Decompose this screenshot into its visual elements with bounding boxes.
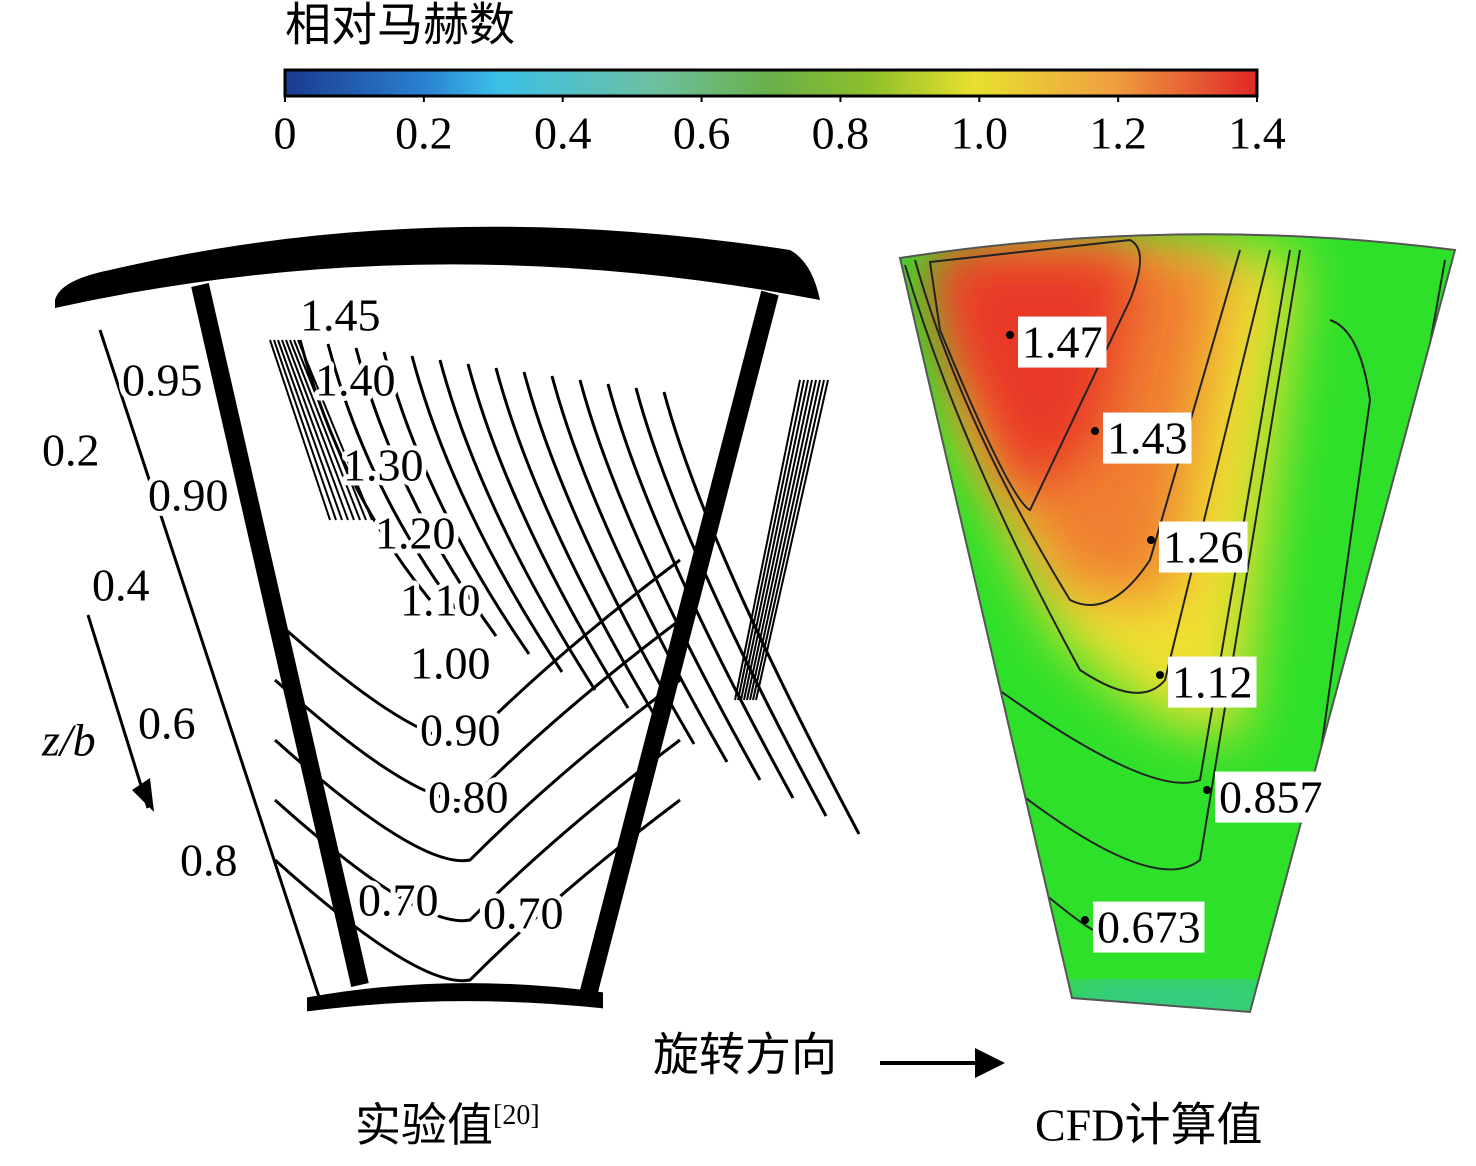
- contour-line: [273, 339, 337, 521]
- contours: [269, 339, 861, 983]
- contour-label: 1.40: [315, 355, 396, 406]
- label-box: [1215, 771, 1327, 823]
- contour-line: [269, 339, 331, 521]
- colorbar-tick-label: 0.2: [395, 108, 453, 159]
- colorbar-tick-label: 1.2: [1089, 108, 1147, 159]
- label-box: [1093, 901, 1205, 953]
- contour-line: [285, 339, 355, 521]
- contour-line: [297, 339, 373, 521]
- contour-point: [1081, 916, 1089, 924]
- contour-label: 1.45: [300, 290, 381, 341]
- contour-line: [438, 359, 597, 691]
- span-label: 0.8: [180, 835, 238, 886]
- edge-line: [98, 329, 322, 1001]
- contour-line: [273, 558, 681, 743]
- contour-line: [578, 379, 762, 781]
- contour-line: [277, 339, 343, 521]
- rotation-label: 旋转方向: [653, 1030, 837, 1081]
- contour-line: [354, 347, 498, 637]
- hub: [307, 983, 603, 1012]
- contour-label: 0.70: [358, 875, 439, 926]
- contour-label: 1.43: [1107, 413, 1188, 464]
- colorbar: [283, 68, 1259, 98]
- colorbar-tick-label: 0.6: [673, 108, 731, 159]
- contour-line: [634, 387, 828, 817]
- contour-line: [273, 618, 681, 803]
- contour-line: [746, 379, 817, 701]
- colorbar-tick-label: 1.4: [1228, 108, 1286, 159]
- contour-label: 1.30: [343, 440, 424, 491]
- contour-point: [1156, 671, 1164, 679]
- span-label: 0.4: [92, 560, 150, 611]
- shroud: [55, 226, 820, 308]
- contour-line: [522, 371, 696, 745]
- contour-point: [1091, 427, 1099, 435]
- contour-label: 1.47: [1022, 317, 1103, 368]
- contour-line: [737, 379, 805, 701]
- contour-point: [1203, 786, 1211, 794]
- contour-label: 1.20: [375, 508, 456, 559]
- contour-label: 1.00: [410, 638, 491, 689]
- label-box: [1103, 412, 1192, 464]
- experiment-panel: [55, 226, 861, 1012]
- contour-line: [466, 363, 630, 709]
- field: [930, 250, 1140, 500]
- contour-label: 1.26: [1163, 522, 1244, 573]
- contour-line: [662, 391, 861, 835]
- contour-point: [1147, 536, 1155, 544]
- contour-line: [326, 343, 465, 619]
- colorbar-tick-label: 0.8: [812, 108, 870, 159]
- colorbar-tick-label: 0: [274, 108, 297, 159]
- contour-line: [752, 379, 825, 701]
- contour-line: [550, 375, 729, 763]
- contour-line: [755, 379, 829, 701]
- colorbar-tick-label: 0.4: [534, 108, 592, 159]
- caption: CFD计算值: [1035, 1100, 1262, 1151]
- contour-line: [273, 738, 681, 923]
- colorbar-title: 相对马赫数: [285, 0, 515, 51]
- contour-label: 0.70: [483, 888, 564, 939]
- contour-label: 0.673: [1097, 902, 1201, 953]
- span-label: 0.6: [138, 698, 196, 749]
- label-box: [1159, 521, 1248, 573]
- contour-line: [743, 379, 813, 701]
- contour-label: 0.857: [1219, 772, 1323, 823]
- contour-line: [734, 379, 801, 701]
- blade: [191, 282, 369, 988]
- contour-line: [410, 355, 564, 673]
- contour-point: [1006, 331, 1014, 339]
- caption-ref: [20]: [493, 1100, 540, 1131]
- contour-line: [289, 339, 361, 521]
- axis-label: z/b: [41, 715, 96, 766]
- contour-line: [494, 367, 663, 727]
- contour-line: [749, 379, 821, 701]
- contour-line: [273, 678, 681, 863]
- contour-label: 0.90: [420, 705, 501, 756]
- label-box: [1018, 316, 1107, 368]
- contour-line: [298, 339, 432, 601]
- contour-label: 0.80: [428, 772, 509, 823]
- colorbar-tick-label: 1.0: [951, 108, 1009, 159]
- contour-label: 0.95: [122, 355, 203, 406]
- contour-line: [273, 798, 681, 983]
- contour-line: [293, 339, 367, 521]
- caption-text: 实验值: [355, 1100, 493, 1151]
- contour-label: 1.10: [400, 575, 481, 626]
- contour-label: 0.90: [148, 470, 229, 521]
- contour-line: [382, 351, 531, 655]
- span-label: 0.2: [42, 425, 100, 476]
- caption: 实验值[20]: [355, 1100, 540, 1151]
- wedge-outline: [898, 233, 1457, 1014]
- blade: [579, 290, 779, 998]
- arrow-head: [975, 1048, 1005, 1078]
- arrow-head: [132, 778, 154, 812]
- contour-line: [281, 339, 349, 521]
- contour-line: [740, 379, 809, 701]
- label-box: [1168, 656, 1257, 708]
- contour-label: 1.12: [1172, 657, 1253, 708]
- axis-arrow: [86, 614, 150, 809]
